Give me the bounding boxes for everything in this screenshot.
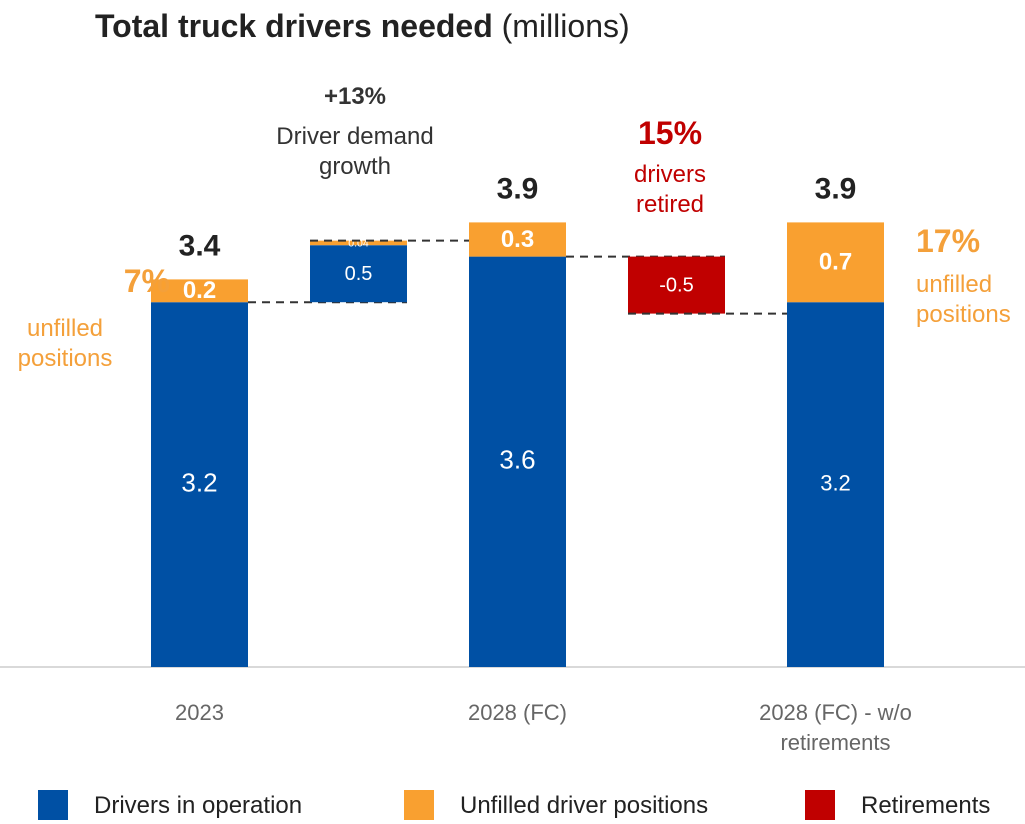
data-label: 0.7 xyxy=(819,249,852,276)
bar-segment xyxy=(787,222,884,303)
title-unit: (millions) xyxy=(501,8,630,44)
legend-label: Unfilled driver positions xyxy=(460,792,709,819)
data-label: 0.2 xyxy=(183,277,216,304)
bar-segment xyxy=(628,256,725,314)
bar-segment xyxy=(310,245,407,303)
annotation: Driver demand growth xyxy=(276,123,434,180)
legend-swatch xyxy=(38,790,68,820)
data-label: 3.2 xyxy=(181,467,217,497)
annotation: unfilled positions xyxy=(17,315,113,372)
title-main: Total truck drivers needed xyxy=(95,8,493,44)
data-label: -0.5 xyxy=(659,274,693,296)
bar-segment xyxy=(469,256,566,667)
data-label: 0.04 xyxy=(348,238,369,250)
annotation: unfilled positions xyxy=(916,271,1011,328)
annotation: 15% xyxy=(637,115,703,151)
x-tick-label: 2028 (FC) - w/o retirements xyxy=(759,700,912,755)
legend-swatch xyxy=(805,790,835,820)
bar-segment xyxy=(151,302,248,667)
total-label: 3.9 xyxy=(497,172,539,205)
bar-segment xyxy=(310,240,407,246)
legend-label: Drivers in operation xyxy=(94,792,303,819)
bar-segment xyxy=(151,279,248,303)
total-label: 3.9 xyxy=(815,172,857,205)
annotation: +13% xyxy=(323,83,387,110)
data-label: 3.2 xyxy=(820,470,851,495)
legend-swatch xyxy=(404,790,434,820)
data-label: 3.6 xyxy=(499,445,535,475)
data-label: 0.3 xyxy=(501,226,534,253)
annotation: 17% xyxy=(916,223,981,259)
x-tick-label: 2023 xyxy=(175,700,224,725)
annotation: drivers retired xyxy=(633,161,706,218)
legend-label: Retirements xyxy=(861,792,991,819)
x-tick-label: 2028 (FC) xyxy=(467,700,568,725)
bar-segment xyxy=(469,222,566,257)
chart-title: Total truck drivers needed (millions) xyxy=(95,8,630,45)
annotation: 7% xyxy=(123,263,170,299)
bar-segment xyxy=(787,302,884,667)
data-label: 0.5 xyxy=(345,263,373,285)
total-label: 3.4 xyxy=(179,229,221,262)
